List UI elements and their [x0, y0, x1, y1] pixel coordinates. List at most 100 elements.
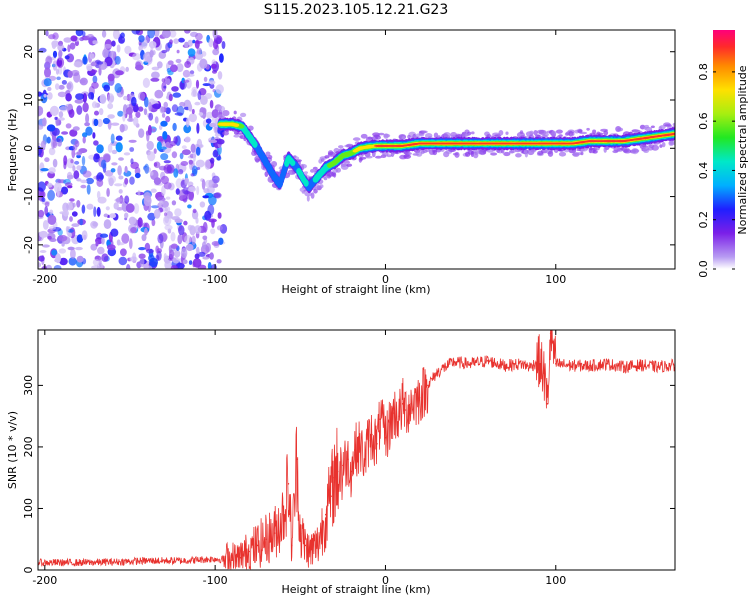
- ridge-halo: [310, 169, 315, 173]
- noise-blob: [161, 113, 166, 118]
- noise-blob: [130, 227, 137, 233]
- noise-blob: [204, 159, 211, 170]
- noise-blob: [189, 225, 196, 236]
- noise-blob: [72, 144, 78, 151]
- spectrogram-frame: [37, 29, 676, 270]
- noise-blob: [67, 174, 74, 180]
- snr-point: [350, 470, 353, 473]
- noise-blob: [216, 225, 223, 231]
- noise-blob: [164, 215, 170, 224]
- snr-point: [486, 360, 489, 362]
- noise-blob: [192, 208, 197, 214]
- noise-blob: [216, 156, 222, 161]
- ridge-halo: [405, 152, 412, 155]
- noise-blob: [45, 264, 52, 269]
- noise-blob: [138, 35, 145, 43]
- noise-blob: [105, 206, 110, 211]
- noise-blob: [156, 136, 165, 142]
- ridge-halo: [490, 152, 498, 156]
- ridge-halo: [375, 135, 381, 140]
- noise-blob: [99, 233, 109, 238]
- noise-blob: [176, 49, 180, 54]
- noise-blob: [93, 206, 97, 217]
- noise-blob: [82, 56, 88, 65]
- ridge-halo: [580, 151, 584, 156]
- noise-blob: [191, 86, 198, 94]
- noise-blob: [201, 51, 207, 57]
- y-tick-label: 100: [22, 498, 35, 519]
- noise-blob: [81, 155, 86, 166]
- noise-blob: [160, 175, 169, 185]
- noise-blob: [207, 262, 212, 269]
- noise-blob: [79, 218, 83, 226]
- spectrogram-x-ticks: -200 -100 0 100: [32, 30, 566, 286]
- noise-blob: [159, 200, 164, 205]
- noise-blob: [65, 123, 72, 129]
- noise-blob: [57, 44, 65, 52]
- noise-blob: [97, 246, 105, 255]
- noise-blob: [151, 71, 160, 79]
- y-tick-label: 200: [22, 436, 35, 457]
- ridge-halo: [651, 144, 659, 151]
- spectrogram-noise: [38, 30, 228, 269]
- ridge-halo: [471, 131, 475, 135]
- noise-blob: [154, 89, 164, 99]
- noise-blob: [110, 168, 116, 173]
- noise-blob: [76, 200, 81, 208]
- noise-blob: [160, 146, 167, 150]
- snr-point: [337, 470, 339, 473]
- snr-point: [389, 421, 392, 424]
- noise-blob: [43, 94, 47, 98]
- noise-blob: [195, 146, 201, 156]
- noise-blob: [114, 183, 123, 187]
- noise-blob: [142, 77, 150, 88]
- noise-blob: [173, 168, 179, 178]
- noise-blob: [212, 149, 219, 158]
- noise-blob: [56, 57, 65, 68]
- noise-blob: [214, 133, 221, 137]
- snr-point: [330, 495, 332, 498]
- noise-blob: [90, 220, 98, 229]
- noise-blob: [117, 242, 125, 246]
- snr-point: [308, 550, 310, 553]
- snr-point: [231, 559, 233, 561]
- snr-point: [452, 361, 455, 363]
- noise-blob: [101, 159, 107, 169]
- noise-blob: [181, 145, 187, 150]
- noise-blob: [152, 128, 156, 133]
- noise-blob: [175, 188, 180, 195]
- noise-blob: [184, 30, 191, 34]
- noise-blob: [103, 219, 112, 230]
- noise-blob: [183, 220, 188, 226]
- noise-blob: [69, 129, 78, 137]
- ridge-halo: [558, 151, 567, 157]
- noise-blob: [42, 244, 50, 248]
- noise-blob: [44, 206, 49, 216]
- snr-point: [239, 556, 242, 559]
- noise-blob: [67, 246, 75, 251]
- noise-blob: [93, 118, 99, 127]
- noise-blob: [218, 105, 226, 113]
- noise-blob: [148, 112, 154, 121]
- noise-blob: [75, 246, 83, 251]
- ridge-cell: [290, 160, 296, 166]
- noise-blob: [187, 181, 194, 187]
- noise-blob: [208, 179, 214, 188]
- noise-blob: [209, 83, 215, 89]
- noise-blob: [38, 142, 42, 147]
- noise-blob: [58, 84, 65, 90]
- noise-blob: [178, 37, 185, 43]
- noise-blob: [194, 39, 200, 49]
- ridge-halo: [664, 124, 672, 127]
- noise-blob: [161, 49, 167, 54]
- noise-blob: [124, 177, 129, 185]
- colorbar-tick-label: 0.6: [697, 112, 710, 130]
- snr-series: [38, 330, 675, 570]
- noise-blob: [54, 138, 61, 143]
- snr-point: [364, 458, 366, 461]
- ridge-halo: [547, 150, 554, 157]
- x-tick-label: 0: [382, 273, 389, 286]
- noise-blob: [184, 136, 191, 143]
- noise-blob: [88, 92, 94, 100]
